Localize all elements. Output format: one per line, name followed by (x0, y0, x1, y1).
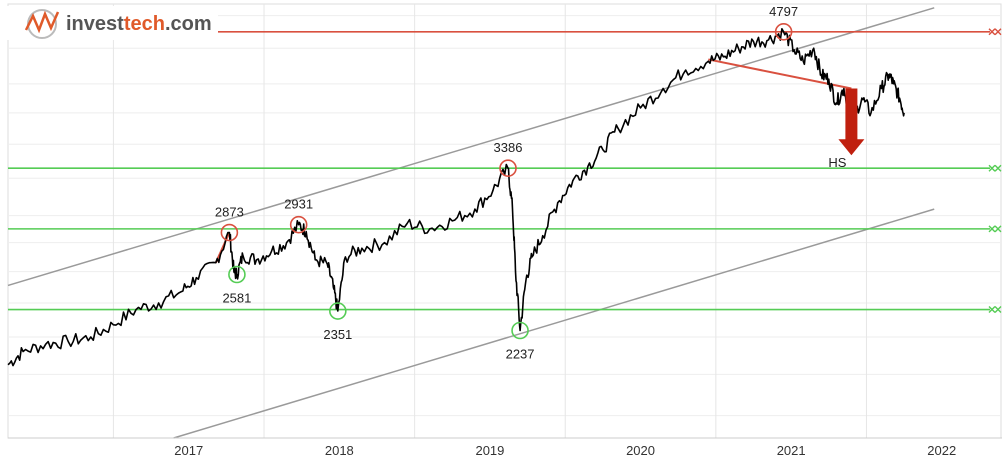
level-label: 4797 (769, 4, 798, 19)
hs-pattern: HS (828, 88, 865, 170)
low-marker (511, 321, 529, 340)
price-line (7, 28, 905, 367)
level-label: 2581 (222, 291, 251, 306)
x-tick-label: 2020 (626, 443, 655, 458)
channel-line (173, 208, 935, 439)
price-series (7, 28, 905, 367)
x-tick-label: 2018 (325, 443, 354, 458)
support-marker (988, 164, 1002, 172)
channel-line (7, 7, 935, 287)
logo-text-accent: tech (124, 13, 165, 35)
level-label: 3386 (494, 140, 523, 155)
trend-channel (7, 7, 935, 439)
annotations: 2873 2581 2931 2351 3386 2237 4797 (215, 4, 798, 362)
x-tick-label: 2019 (475, 443, 504, 458)
level-label: 2351 (323, 327, 352, 342)
level-label: 2873 (215, 205, 244, 220)
x-tick-label: 2021 (777, 443, 806, 458)
logo-text-dark: invest (66, 13, 124, 35)
high-marker (220, 223, 239, 242)
x-axis: 2017 2018 2019 2020 2021 2022 (8, 437, 1002, 458)
horizontal-levels (8, 28, 1002, 314)
level-label: 2931 (284, 197, 313, 212)
high-marker (774, 23, 793, 41)
svg-text:investtech.com: investtech.com (66, 13, 212, 35)
resistance-marker (988, 28, 1002, 36)
x-tick-label: 2017 (174, 443, 203, 458)
grid (7, 3, 1002, 439)
support-marker (988, 225, 1002, 233)
support-marker (988, 306, 1002, 314)
trend-segment (214, 232, 231, 264)
trend-segments (214, 58, 852, 264)
x-tick-label: 2022 (927, 443, 956, 458)
plot-frame (7, 3, 1002, 439)
low-marker (228, 265, 246, 284)
logo[interactable]: investtech.com (6, 6, 218, 40)
logo-icon (24, 9, 60, 39)
high-marker (499, 159, 517, 178)
level-label: 2237 (506, 347, 535, 362)
logo-text-tail: .com (165, 13, 212, 35)
high-marker (289, 215, 308, 234)
hs-arrow-icon (838, 88, 865, 156)
hs-label: HS (828, 155, 846, 170)
low-marker (329, 302, 347, 320)
